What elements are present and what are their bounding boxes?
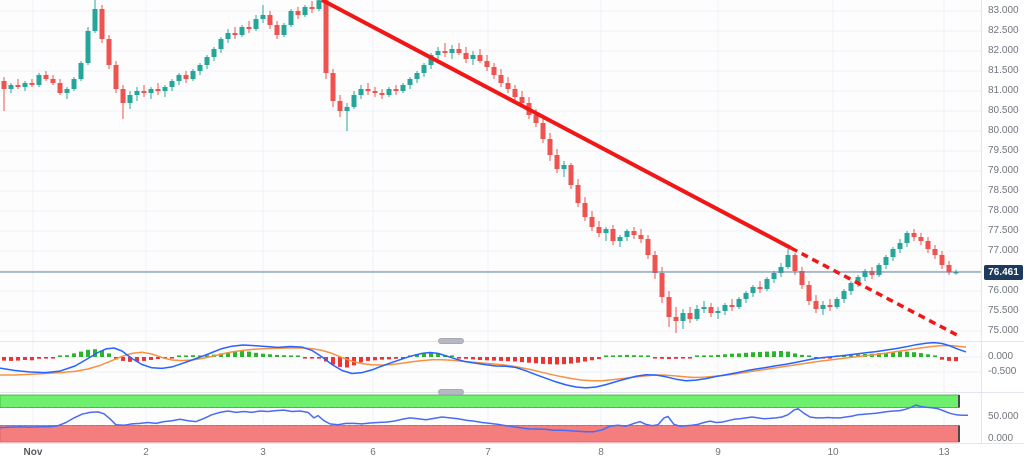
macd-histogram xyxy=(2,349,958,368)
price-axis-label: 75.500 xyxy=(988,305,1019,316)
macd-pane-drag-handle[interactable] xyxy=(438,338,464,344)
time-axis-label: 3 xyxy=(260,447,266,458)
time-axis-label: 6 xyxy=(370,447,376,458)
price-axis-label: 82.500 xyxy=(988,25,1019,36)
price-axis-label: 81.500 xyxy=(988,65,1019,76)
price-axis-label: 75.000 xyxy=(988,325,1019,336)
time-axis-label: 10 xyxy=(827,447,839,458)
price-axis-label: 50.000 xyxy=(988,411,1019,422)
time-axis-label: Nov xyxy=(23,447,43,458)
candles-group xyxy=(1,0,959,333)
time-axis-label: 7 xyxy=(485,447,491,458)
descending-trendline-projection[interactable] xyxy=(790,246,958,337)
price-axis-label: 77.500 xyxy=(988,225,1019,236)
price-axis-label: 78.500 xyxy=(988,185,1019,196)
oversold-band xyxy=(0,425,960,443)
price-axis-label: -0.500 xyxy=(988,366,1017,377)
macd-signal-line xyxy=(0,344,967,382)
price-axis-label: 81.000 xyxy=(988,85,1019,96)
price-grid xyxy=(0,0,981,341)
price-axis-label: 80.500 xyxy=(988,105,1019,116)
price-axis-label: 83.000 xyxy=(988,5,1019,16)
price-axis-label: 80.000 xyxy=(988,125,1019,136)
price-axis-label: 82.000 xyxy=(988,45,1019,56)
pane-separator-oscillator[interactable] xyxy=(0,392,1024,393)
price-axis-label: 78.000 xyxy=(988,205,1019,216)
oscillator-pane[interactable] xyxy=(0,393,981,443)
time-axis-label: 8 xyxy=(598,447,604,458)
time-axis-label: 13 xyxy=(938,447,950,458)
current-price-label: 76.461 xyxy=(984,265,1023,280)
price-pane[interactable] xyxy=(0,0,981,341)
price-axis-label: 76.000 xyxy=(988,285,1019,296)
time-axis-scale[interactable] xyxy=(0,443,1024,457)
price-axis-border xyxy=(981,0,982,443)
overbought-band xyxy=(0,394,960,408)
oscillator-line xyxy=(0,404,968,433)
price-axis-label: 79.500 xyxy=(988,145,1019,156)
price-axis-label: 79.000 xyxy=(988,165,1019,176)
price-axis-label: 0.000 xyxy=(988,351,1014,362)
oscillator-pane-drag-handle[interactable] xyxy=(438,389,464,395)
macd-grid xyxy=(0,342,981,393)
price-axis-label: 0.000 xyxy=(988,433,1014,444)
macd-pane[interactable] xyxy=(0,342,981,393)
price-axis-label: 77.000 xyxy=(988,245,1019,256)
time-axis-label: 9 xyxy=(715,447,721,458)
time-axis-label: 2 xyxy=(143,447,149,458)
descending-trendline[interactable] xyxy=(321,0,792,250)
macd-main-line xyxy=(0,342,967,389)
pane-separator-macd[interactable] xyxy=(0,341,1024,342)
